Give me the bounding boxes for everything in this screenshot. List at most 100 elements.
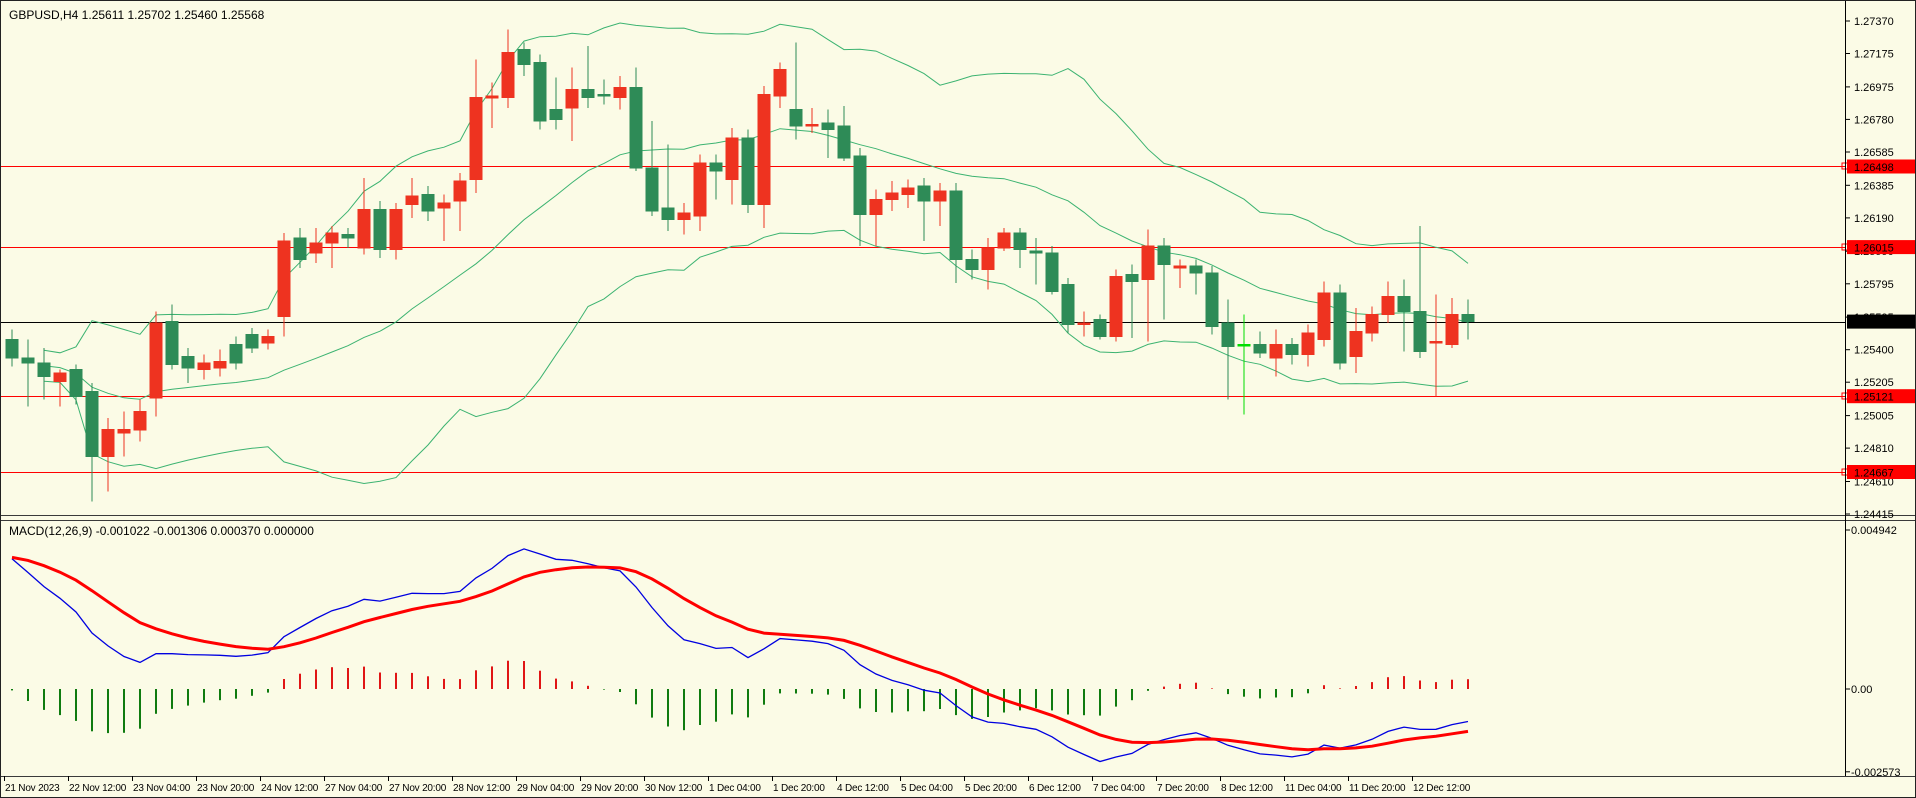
candle-body: [1301, 332, 1315, 356]
candle-body: [997, 232, 1011, 249]
candle-body: [261, 335, 275, 344]
level-price-badge: [1847, 389, 1915, 404]
candles: [5, 29, 1475, 502]
level-price-badge: [1847, 159, 1915, 174]
candle-body: [373, 209, 387, 250]
candle-body: [293, 237, 307, 261]
candle-body: [357, 209, 371, 249]
candle-body: [837, 125, 851, 159]
candle-body: [1029, 250, 1043, 254]
candle-body: [229, 344, 243, 364]
time-label: 23 Nov 20:00: [197, 783, 255, 794]
candle-body: [437, 202, 451, 209]
candle-body: [1429, 340, 1443, 344]
current-price-badge-label: 1.25568: [1854, 317, 1894, 329]
candle-body: [1173, 265, 1187, 269]
candle-body: [117, 429, 131, 434]
candle-body: [1397, 295, 1411, 312]
time-label: 28 Nov 12:00: [453, 783, 511, 794]
time-label: 5 Dec 20:00: [965, 783, 1017, 794]
candle-body: [613, 87, 627, 99]
level-price-badge-label: 1.24667: [1854, 468, 1894, 480]
candle-body: [517, 48, 531, 65]
level-price-badge: [1847, 465, 1915, 479]
candle-body: [565, 88, 579, 109]
horizontal-level-lines[interactable]: [1, 162, 1849, 476]
price-tick-label: 1.25795: [1854, 279, 1894, 291]
bollinger-lower-band: [43, 229, 1469, 485]
candle-body: [197, 362, 211, 371]
candle-body: [1189, 265, 1203, 274]
macd-indicator: [11, 548, 1469, 763]
candle-body: [693, 162, 707, 217]
time-label: 27 Nov 20:00: [389, 783, 447, 794]
time-label: 8 Dec 12:00: [1221, 783, 1273, 794]
time-label: 30 Nov 12:00: [645, 783, 703, 794]
candle-body: [277, 240, 291, 317]
candle-body: [133, 410, 147, 431]
candle-body: [1445, 314, 1459, 346]
candle-body: [933, 190, 947, 202]
candle-body: [101, 429, 115, 457]
time-label: 6 Dec 12:00: [1029, 783, 1081, 794]
time-label: 29 Nov 20:00: [581, 783, 639, 794]
candle-body: [325, 232, 339, 244]
candle-body: [165, 320, 179, 366]
level-price-badge-label: 1.26498: [1854, 162, 1894, 174]
candle-body: [773, 68, 787, 97]
candle-body: [37, 362, 51, 377]
time-label: 21 Nov 2023: [5, 783, 60, 794]
time-label: 7 Dec 04:00: [1093, 783, 1145, 794]
candle-body: [453, 180, 467, 202]
candle-body: [805, 123, 819, 127]
candle-body: [389, 209, 403, 250]
candle-body: [309, 242, 323, 254]
candle-body: [885, 192, 899, 201]
price-tick-label: 1.24610: [1854, 477, 1894, 489]
candle-body: [709, 162, 723, 172]
price-tick-label: 1.27175: [1854, 49, 1894, 61]
candle-body: [677, 212, 691, 221]
candle-body: [1333, 292, 1347, 364]
candle-body: [1221, 322, 1235, 347]
candle-body: [1461, 314, 1475, 323]
candle-body: [597, 93, 611, 97]
candle-body: [1061, 284, 1075, 326]
candle-body: [1349, 330, 1363, 357]
candle-body: [53, 372, 67, 382]
candle-body: [1141, 245, 1155, 281]
candle-body: [149, 322, 163, 399]
candle-body: [1077, 322, 1091, 326]
candle-body: [1381, 295, 1395, 316]
candle-body: [501, 52, 515, 99]
candle-body: [69, 369, 83, 397]
time-axis[interactable]: 21 Nov 2023 22 Nov 12:00 23 Nov 04:00 23 No…: [1, 776, 1845, 798]
level-price-badge: [1847, 240, 1915, 255]
time-label: 1 Dec 04:00: [709, 783, 761, 794]
time-label: 7 Dec 20:00: [1157, 783, 1209, 794]
candle-body: [1205, 272, 1219, 327]
candle-body: [405, 195, 419, 205]
candle-body: [853, 155, 867, 216]
time-label: 1 Dec 20:00: [773, 783, 825, 794]
candle-body: [965, 259, 979, 271]
candle-body: [981, 247, 995, 271]
candle-body: [85, 390, 99, 457]
price-tick-label: 1.26190: [1854, 213, 1894, 225]
candle-body: [341, 234, 355, 239]
candle-body: [485, 95, 499, 99]
candle-body: [901, 187, 915, 196]
candle-body: [549, 108, 563, 120]
candle-body: [1013, 232, 1027, 251]
candle-body: [629, 87, 643, 169]
candle-body: [645, 167, 659, 212]
price-tick-label: 1.25205: [1854, 377, 1894, 389]
macd-signal-line: [11, 555, 1469, 752]
candle-body: [421, 194, 435, 212]
candle-body: [741, 137, 755, 205]
candle-body: [469, 97, 483, 180]
candle-body: [1317, 292, 1331, 341]
candle-body: [5, 339, 19, 359]
pane-frames: [1, 1, 1915, 777]
